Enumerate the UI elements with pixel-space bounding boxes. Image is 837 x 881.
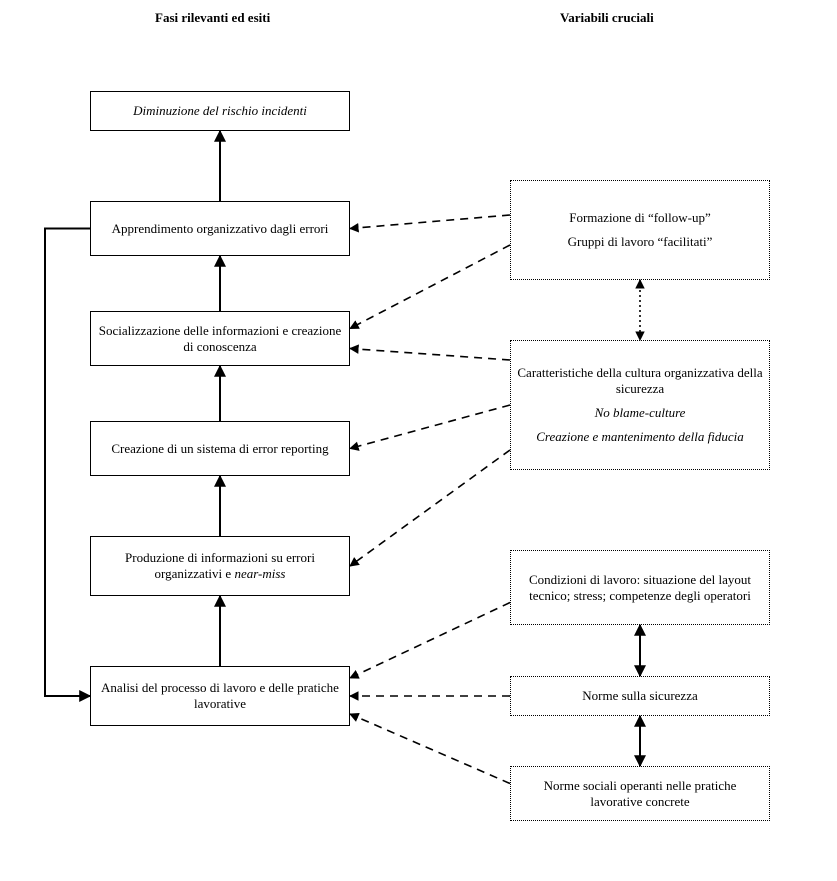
- box-analisi-processo: Analisi del processo di lavoro e delle p…: [90, 666, 350, 726]
- header-left: Fasi rilevanti ed esiti: [155, 10, 270, 26]
- box-label: Creazione di un sistema di error reporti…: [111, 441, 328, 457]
- box-error-reporting: Creazione di un sistema di error reporti…: [90, 421, 350, 476]
- box-produzione-info: Produzione di informazioni su errori org…: [90, 536, 350, 596]
- rbox-line: Condizioni di lavoro: situazione del lay…: [517, 572, 763, 604]
- box-label: Produzione di informazioni su errori org…: [95, 550, 345, 582]
- box-label: Diminuzione del rischio incidenti: [133, 103, 307, 119]
- rbox-line: Gruppi di lavoro “facilitati”: [568, 234, 713, 250]
- box-label: Apprendimento organizzativo dagli errori: [112, 221, 329, 237]
- rbox-cultura: Caratteristiche della cultura organizzat…: [510, 340, 770, 470]
- rbox-norme-sicurezza: Norme sulla sicurezza: [510, 676, 770, 716]
- rbox-condizioni: Condizioni di lavoro: situazione del lay…: [510, 550, 770, 625]
- rbox-formazione: Formazione di “follow-up” Gruppi di lavo…: [510, 180, 770, 280]
- rbox-line: Norme sociali operanti nelle pratiche la…: [517, 778, 763, 810]
- rbox-line: Norme sulla sicurezza: [582, 688, 698, 704]
- rbox-line: Formazione di “follow-up”: [569, 210, 711, 226]
- box-label: Socializzazione delle informazioni e cre…: [95, 323, 345, 355]
- box-socializzazione: Socializzazione delle informazioni e cre…: [90, 311, 350, 366]
- header-right: Variabili cruciali: [560, 10, 654, 26]
- box-diminuzione: Diminuzione del rischio incidenti: [90, 91, 350, 131]
- box-label: Analisi del processo di lavoro e delle p…: [95, 680, 345, 712]
- rbox-line: Creazione e mantenimento della fiducia: [536, 429, 743, 445]
- rbox-line: No blame-culture: [595, 405, 686, 421]
- box-apprendimento: Apprendimento organizzativo dagli errori: [90, 201, 350, 256]
- rbox-norme-sociali: Norme sociali operanti nelle pratiche la…: [510, 766, 770, 821]
- rbox-line: Caratteristiche della cultura organizzat…: [517, 365, 763, 397]
